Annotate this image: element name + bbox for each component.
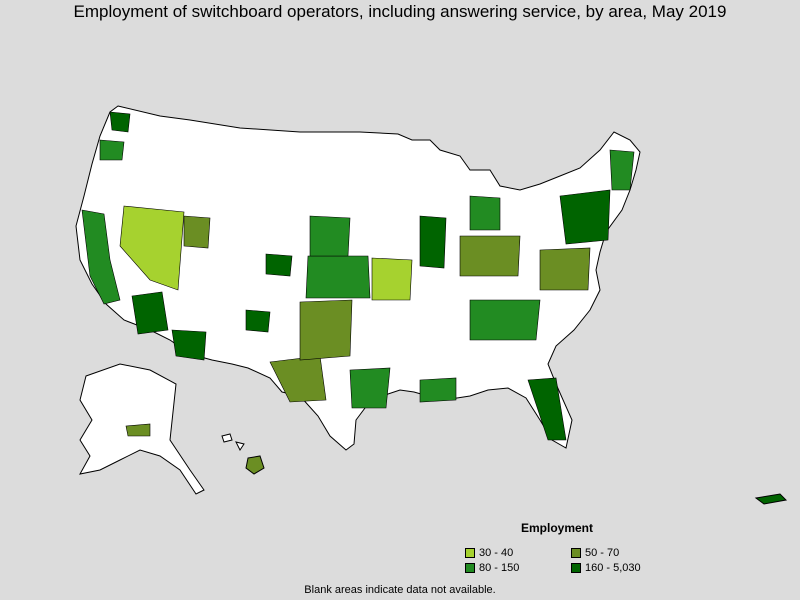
area-florida [527, 377, 567, 441]
map-title: Employment of switchboard operators, inc… [73, 2, 727, 21]
hawaii-island-1 [245, 455, 265, 475]
area-california-coast [81, 209, 121, 305]
area-southeast [469, 299, 541, 341]
area-colorado [265, 253, 293, 277]
area-kansas [305, 255, 371, 299]
hawaii-island-3 [235, 441, 245, 451]
area-arizona-phoenix [131, 291, 169, 335]
area-ohio-valley [459, 235, 521, 277]
puerto-rico-outline [754, 493, 788, 505]
area-missouri [371, 257, 413, 301]
area-mid-atlantic [539, 247, 591, 291]
no-data-note: Blank areas indicate data not available. [304, 584, 496, 596]
legend-label-80-150: 80 - 150 [479, 562, 520, 574]
area-texas-west [269, 355, 327, 403]
area-washington [109, 111, 131, 133]
area-utah [183, 215, 211, 249]
legend-item-50-70: 50 - 70 [571, 547, 619, 559]
area-new-england [609, 149, 635, 191]
legend-item-30-40: 30 - 40 [465, 547, 513, 559]
area-oklahoma [299, 299, 353, 361]
legend-swatch-30-40 [465, 548, 475, 558]
hawaii-island-2 [221, 433, 233, 443]
area-michigan [469, 195, 501, 231]
area-nevada [119, 205, 185, 291]
legend-swatch-80-150 [465, 563, 475, 573]
area-arizona-tucson [171, 329, 207, 361]
legend-label-160-5030: 160 - 5,030 [585, 562, 641, 574]
legend-item-80-150: 80 - 150 [465, 562, 519, 574]
legend-swatch-160-5030 [571, 563, 581, 573]
area-new-mexico [245, 309, 271, 333]
legend-label-30-40: 30 - 40 [479, 547, 514, 559]
area-alaska-anchorage [125, 423, 151, 437]
area-northeast [559, 189, 611, 245]
legend-item-160-5030: 160 - 5,030 [571, 562, 641, 574]
area-texas-east [349, 367, 391, 409]
area-oregon [99, 139, 125, 161]
legend-swatch-50-70 [571, 548, 581, 558]
area-nebraska [309, 215, 351, 257]
area-illinois [419, 215, 447, 269]
legend-label-50-70: 50 - 70 [585, 547, 620, 559]
area-louisiana [419, 377, 457, 403]
legend-title: Employment [521, 521, 594, 535]
